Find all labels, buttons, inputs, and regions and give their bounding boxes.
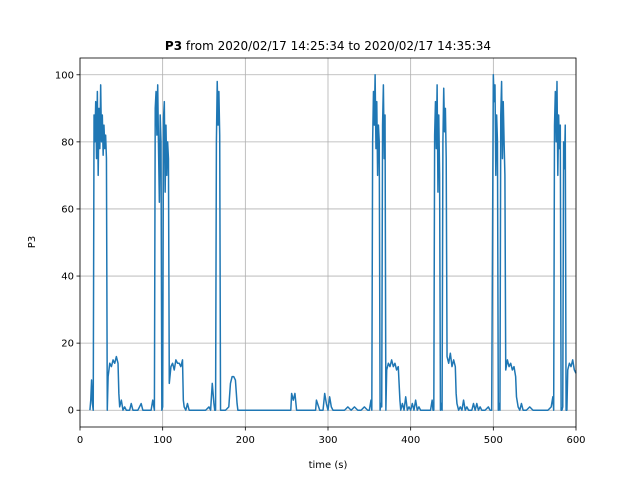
y-tick-label: 80 [61,137,74,148]
y-tick-label: 20 [61,339,74,350]
x-tick-label: 600 [566,435,585,446]
x-tick-label: 200 [236,435,255,446]
y-tick-label: 0 [68,406,74,417]
x-tick-label: 0 [77,435,83,446]
x-tick-label: 500 [484,435,503,446]
chart-title: P3 from 2020/02/17 14:25:34 to 2020/02/1… [165,39,491,53]
y-tick-label: 60 [61,204,74,215]
y-tick-label: 100 [55,70,74,81]
title-bold: P3 [165,39,182,53]
title-rest: from 2020/02/17 14:25:34 to 2020/02/17 1… [186,39,491,53]
y-tick-label: 40 [61,272,74,283]
x-tick-label: 300 [318,435,337,446]
x-axis-label: time (s) [309,460,348,471]
x-tick-label: 400 [401,435,420,446]
x-tick-label: 100 [153,435,172,446]
data-line [89,74,577,411]
plot-frame [79,57,577,428]
y-axis-label: P3 [27,236,38,248]
